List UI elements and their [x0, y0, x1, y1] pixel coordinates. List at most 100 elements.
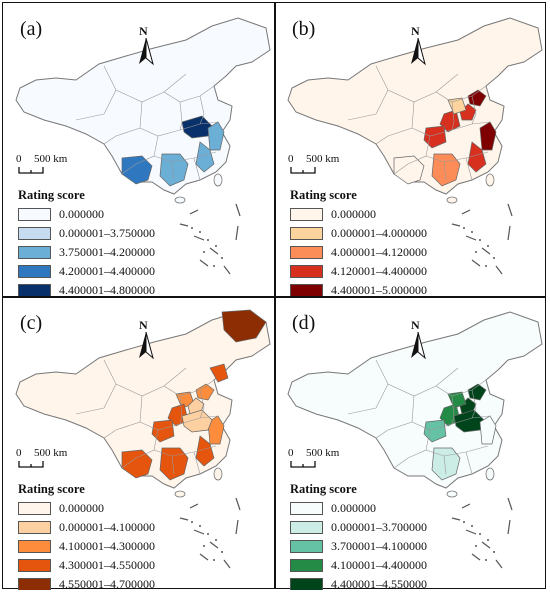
legend-label: 4.400001–4.550000: [331, 577, 427, 590]
legend-label: 0.000001–4.000000: [331, 226, 427, 240]
north-arrow-icon: N: [408, 318, 428, 364]
legend-swatch: [18, 578, 51, 590]
south-sea-dash: [193, 235, 205, 241]
south-sea-dash: [465, 529, 477, 535]
scale-bar: 0 500 km: [288, 447, 378, 471]
province-region: [195, 141, 215, 173]
north-label: N: [411, 318, 420, 332]
island-hainan: [446, 490, 458, 498]
legend-swatch: [18, 265, 51, 278]
province-border: [163, 379, 215, 397]
legend-swatch: [290, 502, 323, 515]
panel-divider-vertical: [274, 2, 276, 589]
province-region: [423, 419, 447, 443]
north-arrow-icon: N: [136, 318, 156, 364]
legend-label: 4.300001–4.550000: [59, 558, 155, 572]
legend-label: 3.750001–4.200000: [59, 245, 155, 259]
legend-label: 0.000001–3.700000: [331, 520, 427, 534]
south-sea-dash: [451, 223, 461, 227]
legend-swatch: [290, 559, 323, 572]
island-dot: [475, 251, 477, 253]
south-sea-dash: [465, 235, 477, 241]
map-panel-a: (a) N 0 500 km Rating score 0.000000 0.00…: [4, 4, 274, 296]
south-sea-dash: [235, 497, 241, 511]
south-sea-dash: [495, 265, 503, 275]
panel-divider-horizontal: [2, 296, 546, 298]
island-hainan: [446, 196, 458, 204]
island-dot: [213, 265, 215, 267]
province-region: [221, 309, 267, 343]
south-sea-dash: [199, 259, 209, 267]
province-region: [209, 363, 229, 383]
legend-title: Rating score: [290, 482, 357, 496]
legend-swatch: [290, 521, 323, 534]
south-sea-dash: [451, 517, 461, 521]
province-border: [375, 395, 415, 439]
province-region: [467, 89, 487, 107]
south-sea-dash: [481, 247, 491, 255]
province-border: [103, 395, 143, 439]
legend-item: 4.400001–5.000000: [290, 281, 427, 296]
province-region: [423, 125, 447, 149]
south-sea-dash: [193, 529, 205, 535]
legend-item: 0.000001–4.100000: [18, 518, 155, 537]
province-border: [443, 161, 447, 181]
south-sea-dash: [209, 247, 219, 255]
legend-swatch: [290, 208, 323, 221]
province-border: [171, 455, 175, 475]
legend-item: 3.700001–4.100000: [290, 537, 427, 556]
legend-item: 0.000000: [290, 499, 427, 518]
province-border: [199, 95, 205, 125]
south-sea-dash: [471, 553, 481, 561]
legend-swatch: [18, 502, 51, 515]
south-sea-dash: [235, 519, 239, 535]
legend-item: 0.000001–4.000000: [290, 224, 427, 243]
north-arrow-icon: N: [408, 24, 428, 70]
legend-title: Rating score: [290, 188, 357, 202]
province-border: [451, 395, 455, 425]
south-sea-dash: [235, 203, 241, 217]
scale-distance: 500 km: [306, 447, 340, 459]
scale-zero: 0: [288, 153, 294, 165]
south-sea-dash: [495, 559, 503, 569]
legend-label: 0.000001–3.750000: [59, 226, 155, 240]
province-region: [151, 419, 175, 443]
province-border: [199, 389, 205, 419]
province-border: [465, 157, 473, 181]
province-border: [471, 389, 477, 419]
province-border: [465, 451, 473, 475]
south-sea-dash: [189, 503, 199, 509]
south-sea-dash: [179, 223, 189, 227]
south-sea-dash: [507, 519, 511, 535]
province-border: [425, 151, 489, 163]
island-dot: [215, 539, 217, 541]
province-region: [431, 153, 461, 187]
legend-item: 0.000000: [290, 205, 427, 224]
province-region: [479, 121, 497, 151]
legend-label: 4.100001–4.400000: [331, 558, 427, 572]
legend-label: 4.400001–4.800000: [59, 283, 155, 296]
island-dot: [485, 559, 487, 561]
north-label: N: [139, 24, 148, 38]
island-dot: [485, 265, 487, 267]
legend-label: 3.700001–4.100000: [331, 539, 427, 553]
map-panel-c: (c) N 0 500 km Rating score 0.000000 0.00…: [4, 298, 274, 590]
south-sea-dash: [179, 517, 189, 521]
province-region: [159, 153, 189, 187]
map-panel-b: (b) N 0 500 km Rating score 0.000000 0.00…: [276, 4, 546, 296]
province-border: [347, 383, 389, 415]
legend-item: 4.300001–4.550000: [18, 556, 155, 575]
province-border: [121, 429, 159, 469]
scale-distance: 500 km: [306, 153, 340, 165]
island-dot: [203, 545, 205, 547]
province-region: [187, 397, 205, 415]
province-region: [181, 409, 213, 433]
south-sea-dash: [223, 265, 231, 275]
china-map: [15, 17, 271, 275]
legend-swatch: [290, 540, 323, 553]
china-map: [287, 17, 543, 275]
island-dot: [213, 559, 215, 561]
province-border: [193, 451, 201, 475]
island-dot: [487, 539, 489, 541]
legend-swatch: [18, 559, 51, 572]
